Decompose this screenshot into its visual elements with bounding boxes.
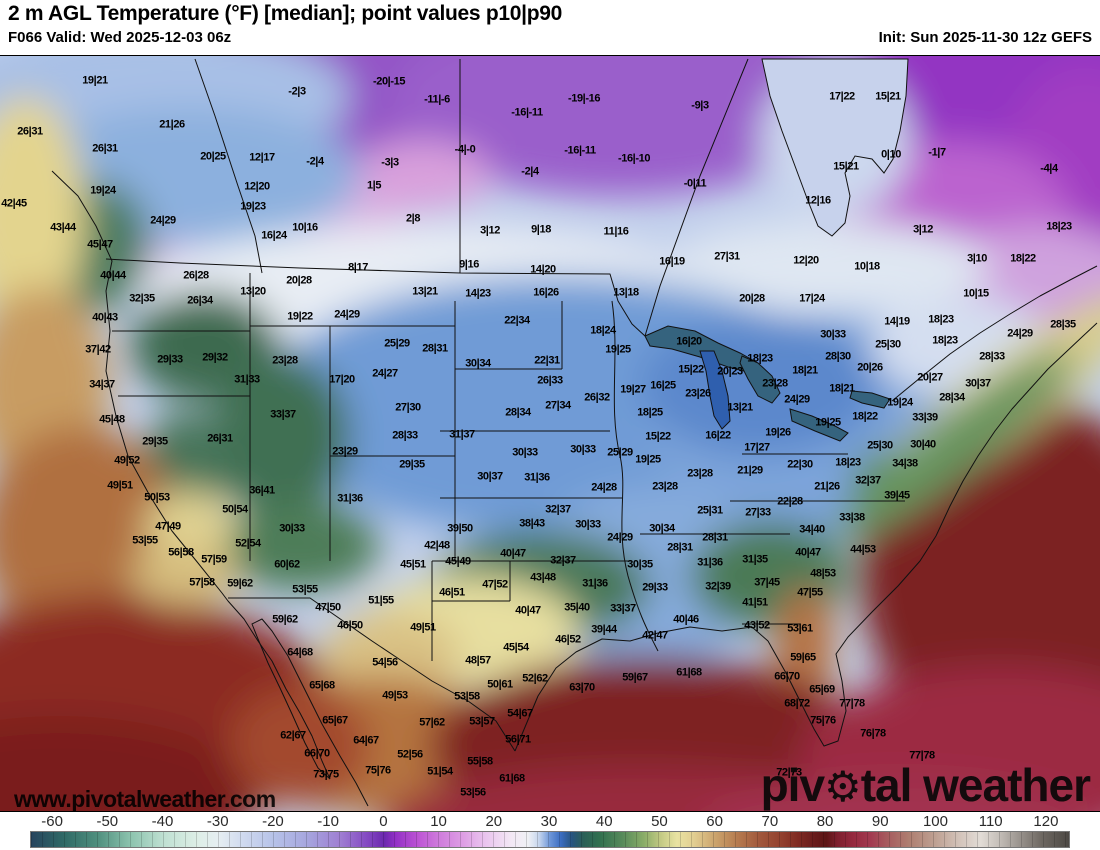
gear-icon: ⚙ bbox=[824, 763, 862, 810]
colorbar-segments bbox=[31, 832, 1069, 847]
lake-michigan bbox=[699, 350, 731, 430]
temperature-map bbox=[0, 55, 1100, 812]
gulf-atlantic-coast bbox=[514, 322, 1098, 752]
colorbar-footer: -60 -50 -40 -30 -20 -10 0 10 20 30 40 50 60 70 80 90 100… bbox=[0, 812, 1100, 850]
colorbar-tick-label: 0 bbox=[379, 813, 388, 830]
init-time-label: Init: Sun 2025-11-30 12z GEFS bbox=[878, 29, 1092, 46]
colorbar-tick-label: 30 bbox=[540, 813, 558, 830]
lake-huron bbox=[739, 355, 781, 404]
province-border-2 bbox=[644, 58, 749, 337]
colorbar-tick-label: 10 bbox=[430, 813, 447, 830]
colorbar-tick-label: 100 bbox=[922, 813, 948, 830]
us-canada-border bbox=[105, 258, 646, 337]
colorbar-tick-label: -10 bbox=[317, 813, 339, 830]
temperature-field bbox=[0, 56, 1100, 811]
colorbar-tick-label: 80 bbox=[816, 813, 834, 830]
brand-post: tal weather bbox=[860, 759, 1091, 811]
state-borders-west bbox=[112, 273, 632, 661]
colorbar-tick-label: 120 bbox=[1033, 813, 1059, 830]
colorbar-tick-label: 20 bbox=[485, 813, 503, 830]
header: 2 m AGL Temperature (°F) [median]; point… bbox=[0, 0, 1100, 55]
colorbar-tick-label: -20 bbox=[262, 813, 284, 830]
province-border-3 bbox=[194, 58, 263, 274]
colorbar-tick-label: 90 bbox=[871, 813, 889, 830]
colorbar-gradient bbox=[30, 831, 1070, 848]
gulf-of-california bbox=[251, 618, 369, 807]
lake-ontario bbox=[849, 390, 891, 409]
colorbar-tick-label: 110 bbox=[978, 813, 1003, 830]
pacific-coast bbox=[51, 170, 331, 780]
brand-pre: piv bbox=[760, 759, 825, 811]
colorbar-tick-label: 40 bbox=[595, 813, 613, 830]
watermark-brand: piv⚙tal weather bbox=[760, 759, 1091, 811]
lakes bbox=[644, 58, 909, 442]
map-canvas bbox=[0, 56, 1100, 811]
colorbar-tick-label: -60 bbox=[41, 813, 63, 830]
lake-erie bbox=[789, 408, 849, 442]
colorbar-tick-label: -40 bbox=[151, 813, 174, 830]
colorbar-tick-label: 70 bbox=[761, 813, 779, 830]
colorbar-ticks: -60 -50 -40 -30 -20 -10 0 10 20 30 40 50 60 70 80 90 100… bbox=[30, 813, 1068, 830]
colorbar-tick-label: 50 bbox=[651, 813, 668, 830]
hudson-bay bbox=[761, 58, 909, 237]
page-title: 2 m AGL Temperature (°F) [median]; point… bbox=[8, 2, 562, 25]
colorbar-tick-label: -30 bbox=[206, 813, 229, 830]
state-borders-east bbox=[640, 453, 905, 625]
valid-time-label: F066 Valid: Wed 2025-12-03 06z bbox=[8, 29, 232, 46]
us-mexico-border bbox=[228, 597, 516, 752]
watermark-url: www.pivotalweather.com bbox=[14, 786, 276, 812]
st-lawrence bbox=[891, 265, 1098, 402]
colorbar-tick-label: 60 bbox=[706, 813, 723, 830]
borders bbox=[51, 58, 1098, 807]
colorbar-tick-label: -50 bbox=[96, 813, 119, 830]
mississippi-river bbox=[611, 300, 659, 652]
